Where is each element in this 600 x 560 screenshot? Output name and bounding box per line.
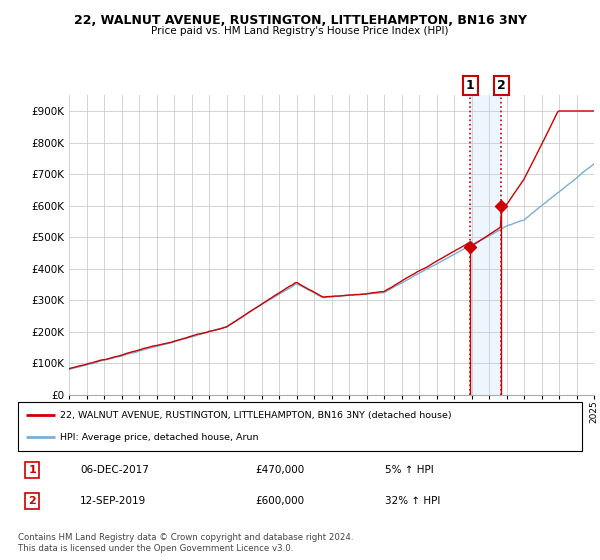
Text: 22, WALNUT AVENUE, RUSTINGTON, LITTLEHAMPTON, BN16 3NY (detached house): 22, WALNUT AVENUE, RUSTINGTON, LITTLEHAM…	[60, 411, 452, 420]
Text: 5% ↑ HPI: 5% ↑ HPI	[385, 465, 433, 475]
Text: 2: 2	[28, 496, 36, 506]
Text: Contains HM Land Registry data © Crown copyright and database right 2024.
This d: Contains HM Land Registry data © Crown c…	[18, 533, 353, 553]
Text: 32% ↑ HPI: 32% ↑ HPI	[385, 496, 440, 506]
Text: £470,000: £470,000	[255, 465, 304, 475]
Text: £600,000: £600,000	[255, 496, 304, 506]
Text: Price paid vs. HM Land Registry's House Price Index (HPI): Price paid vs. HM Land Registry's House …	[151, 26, 449, 36]
Text: 22, WALNUT AVENUE, RUSTINGTON, LITTLEHAMPTON, BN16 3NY: 22, WALNUT AVENUE, RUSTINGTON, LITTLEHAM…	[74, 14, 527, 27]
Bar	[470, 95, 501, 395]
Text: HPI: Average price, detached house, Arun: HPI: Average price, detached house, Arun	[60, 432, 259, 441]
Text: 1: 1	[28, 465, 36, 475]
Text: 1: 1	[466, 79, 475, 92]
Text: 2: 2	[497, 79, 506, 92]
Text: 12-SEP-2019: 12-SEP-2019	[80, 496, 146, 506]
Text: 06-DEC-2017: 06-DEC-2017	[80, 465, 149, 475]
